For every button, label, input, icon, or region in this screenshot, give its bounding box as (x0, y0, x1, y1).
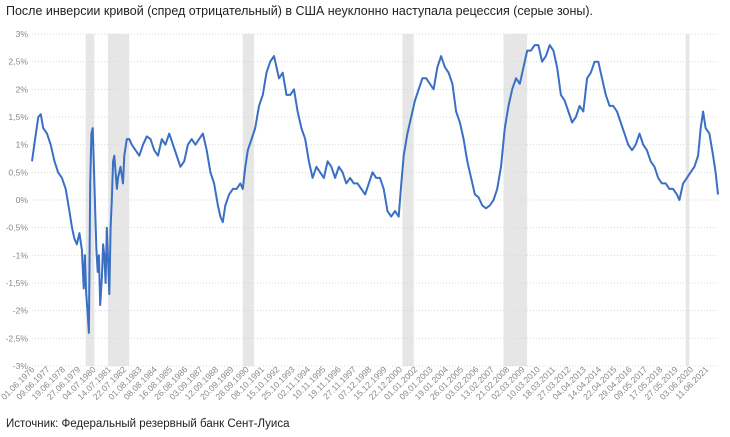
y-tick-label: 2,5% (8, 57, 28, 67)
recession-band-4 (402, 34, 414, 366)
y-tick-label: 2% (16, 84, 29, 94)
y-tick-label: 0,5% (8, 167, 28, 177)
gridlines (32, 33, 718, 367)
y-tick-label: 3% (16, 29, 29, 39)
y-tick-label: 1,5% (8, 112, 28, 122)
x-axis-labels: 01.06.197609.06.197719.06.197827.06.1979… (0, 364, 711, 402)
chart-title: После инверсии кривой (спред отрицательн… (6, 4, 594, 18)
y-tick-label: 1% (16, 140, 29, 150)
y-tick-label: -1% (13, 250, 29, 260)
y-axis-labels: 3% 2,5% 2% 1,5% 1% 0,5% 0% -0,5% -1% -1,5% -2% -2,5… (6, 29, 29, 371)
y-tick-label: -3% (13, 361, 29, 371)
y-tick-label: -1,5% (6, 278, 29, 288)
y-tick-label: -2% (13, 306, 29, 316)
y-tick-label: 0% (16, 195, 29, 205)
y-tick-label: -0,5% (6, 223, 29, 233)
spread-line-chart: 3% 2,5% 2% 1,5% 1% 0,5% 0% -0,5% -1% -1,5% -2% -2,5… (0, 29, 719, 402)
spread-line (31, 44, 719, 334)
recession-band-6 (685, 34, 690, 366)
y-tick-label: -2,5% (6, 333, 29, 343)
source-note: Источник: Федеральный резервный банк Сен… (6, 418, 290, 430)
